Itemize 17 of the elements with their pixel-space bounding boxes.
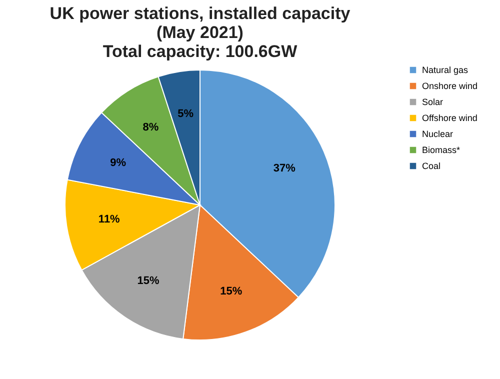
data-label: 11% xyxy=(98,213,120,226)
legend-label: Offshore wind xyxy=(422,113,478,123)
data-label: 5% xyxy=(178,108,194,120)
legend-label: Natural gas xyxy=(422,65,469,75)
data-label: 9% xyxy=(110,157,126,170)
legend-label: Nuclear xyxy=(422,129,454,139)
data-label: 15% xyxy=(220,286,242,298)
data-label: 37% xyxy=(273,162,296,174)
legend-label: Coal xyxy=(422,161,441,171)
legend-label: Solar xyxy=(422,97,444,107)
text: (May 2021) xyxy=(156,23,244,42)
data-label: 15% xyxy=(137,275,160,288)
text: Total capacity: 100.6GW xyxy=(102,42,298,61)
legend-label: Onshore wind xyxy=(422,81,478,91)
text: UK power stations, installed capacity xyxy=(50,4,350,23)
legend-label: Biomass* xyxy=(422,145,461,155)
data-label: 8% xyxy=(142,121,159,134)
